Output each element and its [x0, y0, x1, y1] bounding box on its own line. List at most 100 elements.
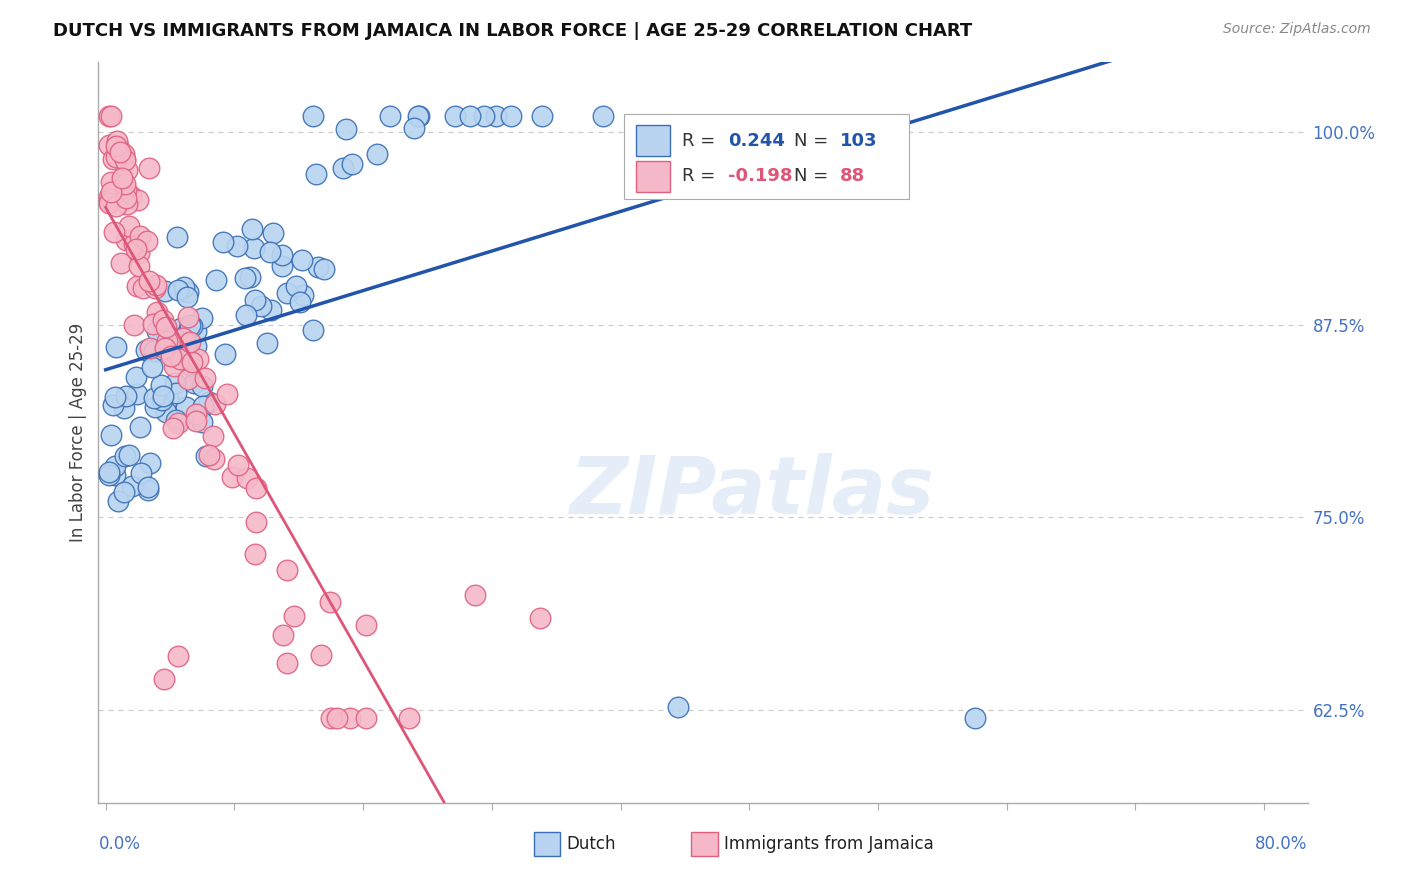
- Point: [160, 349, 183, 363]
- Point: [98, 191, 121, 205]
- Point: [184, 324, 207, 338]
- Point: [215, 387, 238, 401]
- Point: [97, 465, 120, 479]
- Point: [259, 245, 281, 260]
- Point: [226, 458, 249, 472]
- Text: R =: R =: [682, 168, 721, 186]
- Point: [233, 271, 256, 285]
- Point: [195, 449, 218, 463]
- Point: [112, 401, 135, 416]
- Point: [141, 359, 163, 374]
- Point: [256, 335, 278, 350]
- Point: [312, 261, 335, 276]
- Point: [276, 286, 298, 301]
- Point: [128, 420, 150, 434]
- Point: [302, 110, 325, 124]
- Point: [332, 161, 354, 176]
- Point: [165, 376, 187, 391]
- Point: [136, 480, 159, 494]
- Point: [180, 355, 202, 369]
- Point: [243, 548, 266, 562]
- Point: [177, 322, 200, 336]
- Text: 0.0%: 0.0%: [98, 835, 141, 854]
- Point: [169, 351, 191, 366]
- Point: [173, 280, 195, 294]
- Point: [176, 290, 198, 304]
- Point: [204, 397, 226, 411]
- Point: [139, 456, 162, 470]
- Point: [167, 283, 190, 297]
- Point: [103, 225, 125, 239]
- Point: [172, 331, 194, 345]
- Point: [110, 256, 132, 270]
- Point: [177, 310, 200, 325]
- Point: [153, 284, 176, 298]
- Point: [225, 239, 247, 253]
- Point: [205, 273, 228, 287]
- Point: [138, 274, 160, 288]
- Point: [485, 110, 508, 124]
- Point: [136, 234, 159, 248]
- Point: [288, 294, 311, 309]
- Point: [963, 711, 986, 725]
- Point: [404, 120, 426, 135]
- Point: [319, 595, 342, 609]
- Point: [187, 352, 209, 367]
- Point: [184, 407, 207, 421]
- Point: [152, 392, 174, 407]
- Point: [103, 153, 125, 167]
- Point: [135, 343, 157, 357]
- Point: [139, 342, 162, 356]
- Point: [100, 175, 122, 189]
- Point: [166, 416, 188, 430]
- Point: [153, 341, 176, 355]
- Point: [184, 414, 207, 428]
- Point: [270, 260, 292, 274]
- Bar: [637, 126, 671, 156]
- Point: [177, 372, 200, 386]
- Point: [531, 110, 554, 124]
- Text: 80.0%: 80.0%: [1256, 835, 1308, 854]
- Point: [285, 279, 308, 293]
- Point: [211, 235, 233, 250]
- Point: [291, 253, 314, 268]
- Point: [105, 340, 128, 354]
- Point: [155, 404, 177, 418]
- Point: [305, 167, 328, 181]
- Point: [108, 145, 131, 160]
- Text: DUTCH VS IMMIGRANTS FROM JAMAICA IN LABOR FORCE | AGE 25-29 CORRELATION CHART: DUTCH VS IMMIGRANTS FROM JAMAICA IN LABO…: [53, 22, 973, 40]
- Point: [104, 468, 127, 483]
- Point: [114, 153, 136, 168]
- Point: [202, 451, 225, 466]
- Point: [356, 618, 378, 632]
- Point: [302, 323, 325, 337]
- Point: [170, 320, 193, 334]
- Point: [155, 320, 177, 334]
- Point: [464, 588, 486, 602]
- Point: [191, 311, 214, 326]
- Point: [179, 318, 201, 332]
- Point: [138, 161, 160, 175]
- Point: [378, 110, 401, 124]
- Point: [107, 139, 129, 153]
- Point: [114, 178, 136, 192]
- Point: [122, 236, 145, 251]
- Point: [162, 421, 184, 435]
- Point: [115, 197, 138, 211]
- Point: [183, 376, 205, 390]
- Text: Immigrants from Jamaica: Immigrants from Jamaica: [724, 835, 934, 854]
- Point: [165, 385, 187, 400]
- Point: [107, 494, 129, 508]
- Point: [97, 194, 120, 208]
- Point: [118, 448, 141, 462]
- Point: [250, 299, 273, 313]
- Point: [194, 371, 217, 385]
- Point: [97, 190, 120, 204]
- Point: [129, 466, 152, 480]
- Point: [114, 153, 136, 167]
- Text: R =: R =: [682, 132, 721, 150]
- Point: [179, 334, 201, 349]
- Point: [529, 610, 551, 624]
- Point: [132, 281, 155, 295]
- Point: [271, 248, 294, 262]
